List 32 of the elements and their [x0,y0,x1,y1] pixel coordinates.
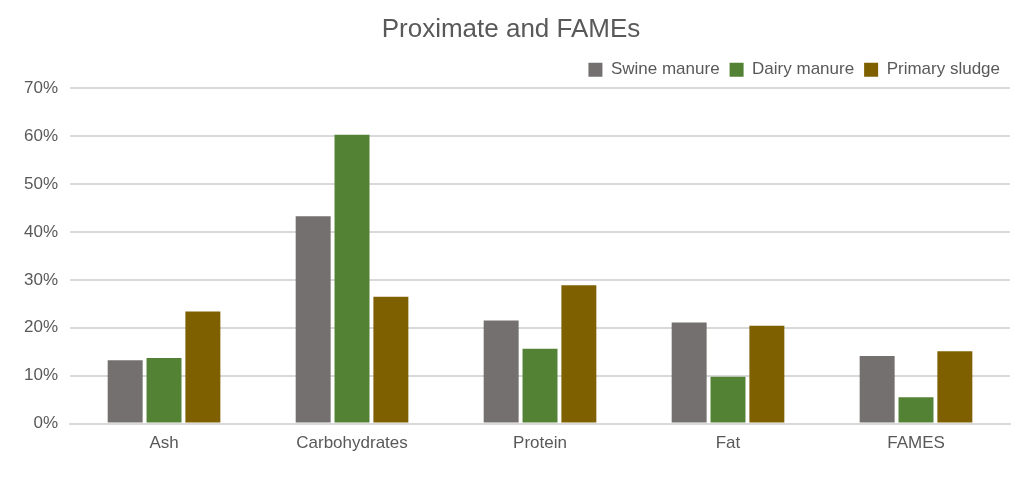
x-tick-label: Ash [149,433,179,453]
bar [295,216,331,423]
bar [671,322,707,423]
legend-label: Dairy manure [752,59,855,79]
bar [710,376,746,423]
y-tick-label: 0% [33,413,59,433]
y-tick-label: 60% [23,125,59,145]
y-tick-label: 50% [23,173,59,193]
y-tick-label: 30% [23,269,59,289]
x-tick-label: Protein [513,433,567,453]
bar [937,351,973,423]
bar [859,356,895,423]
bar [146,357,182,423]
x-tick-label: Carbohydrates [296,433,408,453]
y-tick-label: 70% [23,77,59,97]
bar [373,296,409,423]
legend-label: Swine manure [610,59,720,79]
y-tick-label: 20% [23,317,59,337]
bar [522,348,558,423]
bar [898,397,934,423]
bar [483,320,519,423]
x-tick-label: FAMES [887,433,945,453]
y-tick-label: 10% [23,365,59,385]
bar [107,360,143,423]
bar [561,285,597,423]
y-tick-label: 40% [23,221,59,241]
x-tick-label: Fat [715,433,741,453]
legend-label: Primary sludge [886,59,1000,79]
bar [749,325,785,423]
bar [334,134,370,423]
bar [185,311,221,423]
chart-title: Proximate and FAMEs [381,12,641,43]
